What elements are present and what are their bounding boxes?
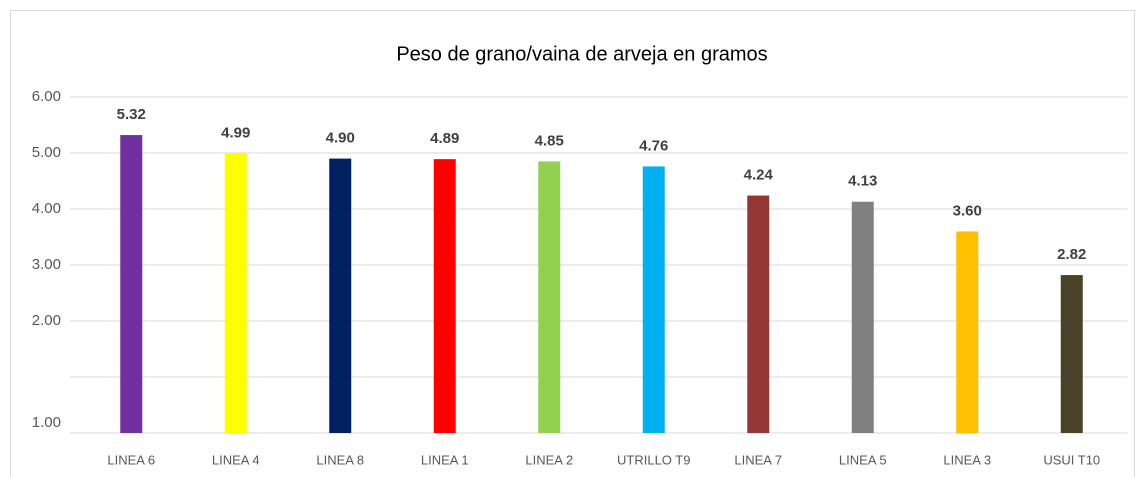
y-tick-label: 5.00 [32,144,61,161]
bar [1060,275,1083,433]
x-tick-label: LINEA 5 [839,452,887,467]
bar [956,231,979,433]
y-tick-label: 2.00 [32,312,61,329]
value-label: 4.24 [744,167,774,184]
bar [538,161,561,433]
x-tick-label: LINEA 4 [212,452,260,467]
y-tick-label: 4.00 [32,200,61,217]
value-label: 4.90 [326,130,355,147]
value-label: 5.32 [117,106,146,123]
x-tick-label: LINEA 8 [316,452,364,467]
x-tick-label: UTRILLO T9 [617,452,690,467]
bar [851,201,874,433]
bar [329,158,352,433]
x-tick-label: LINEA 3 [943,452,991,467]
bar [120,135,143,433]
y-tick-label: 3.00 [32,256,61,273]
value-label: 4.76 [639,137,668,154]
chart-frame [10,10,1135,477]
x-tick-label: USUI T10 [1043,452,1100,467]
bar [642,166,665,433]
x-tick-label: LINEA 1 [421,452,469,467]
bar [747,195,770,433]
value-label: 4.13 [848,173,877,190]
value-label: 4.99 [221,125,250,142]
value-label: 2.82 [1057,246,1086,263]
y-tick-label: 1.00 [32,414,61,431]
value-label: 4.85 [535,132,564,149]
x-tick-label: LINEA 2 [525,452,573,467]
y-tick-label: 6.00 [32,88,61,105]
bar [224,153,247,433]
chart-title: Peso de grano/vaina de arveja en gramos [396,43,767,65]
x-tick-label: LINEA 6 [107,452,155,467]
value-label: 3.60 [953,202,982,219]
bar [433,159,456,433]
value-label: 4.89 [430,130,459,147]
x-tick-label: LINEA 7 [734,452,782,467]
